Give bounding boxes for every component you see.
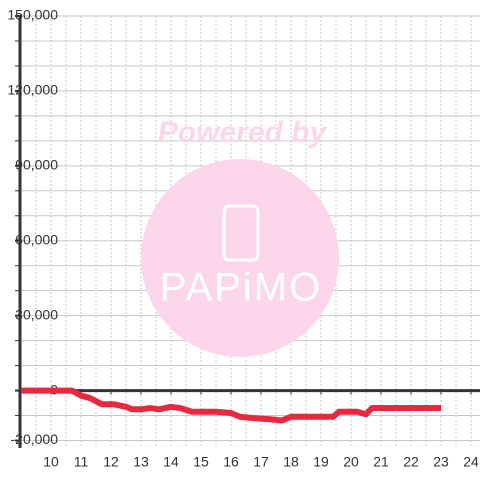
x-tick-label: 20 bbox=[343, 454, 359, 470]
x-tick-label: 15 bbox=[193, 454, 209, 470]
watermark-brand: PAPiMO bbox=[160, 266, 322, 310]
watermark-phone bbox=[222, 204, 260, 262]
x-tick-label: 13 bbox=[133, 454, 149, 470]
watermark: Powered by PAPiMO bbox=[141, 116, 339, 357]
y-tick-label: 60,000 bbox=[15, 231, 58, 247]
y-tick-label: 120,000 bbox=[7, 82, 58, 98]
x-tick-label: 23 bbox=[433, 454, 449, 470]
x-tick-label: 18 bbox=[283, 454, 299, 470]
x-tick-label: 11 bbox=[74, 454, 89, 470]
y-tick-label: 150,000 bbox=[7, 7, 58, 23]
x-tick-label: 16 bbox=[223, 454, 239, 470]
watermark-circle bbox=[141, 159, 339, 357]
x-tick-label: 12 bbox=[103, 454, 119, 470]
y-tick-label: 90,000 bbox=[15, 157, 58, 173]
x-tick-label: 24 bbox=[463, 454, 479, 470]
watermark-title: Powered by bbox=[158, 116, 328, 149]
x-tick-label: 21 bbox=[373, 454, 389, 470]
x-tick-label: 10 bbox=[43, 454, 59, 470]
y-tick-label: -20,000 bbox=[11, 431, 59, 447]
x-tick-label: 22 bbox=[403, 454, 419, 470]
line bbox=[21, 387, 441, 424]
x-tick-label: 19 bbox=[313, 454, 329, 470]
x-tick-label: 17 bbox=[253, 454, 269, 470]
x-tick-label: 14 bbox=[163, 454, 179, 470]
y-tick-label: 30,000 bbox=[15, 306, 58, 322]
